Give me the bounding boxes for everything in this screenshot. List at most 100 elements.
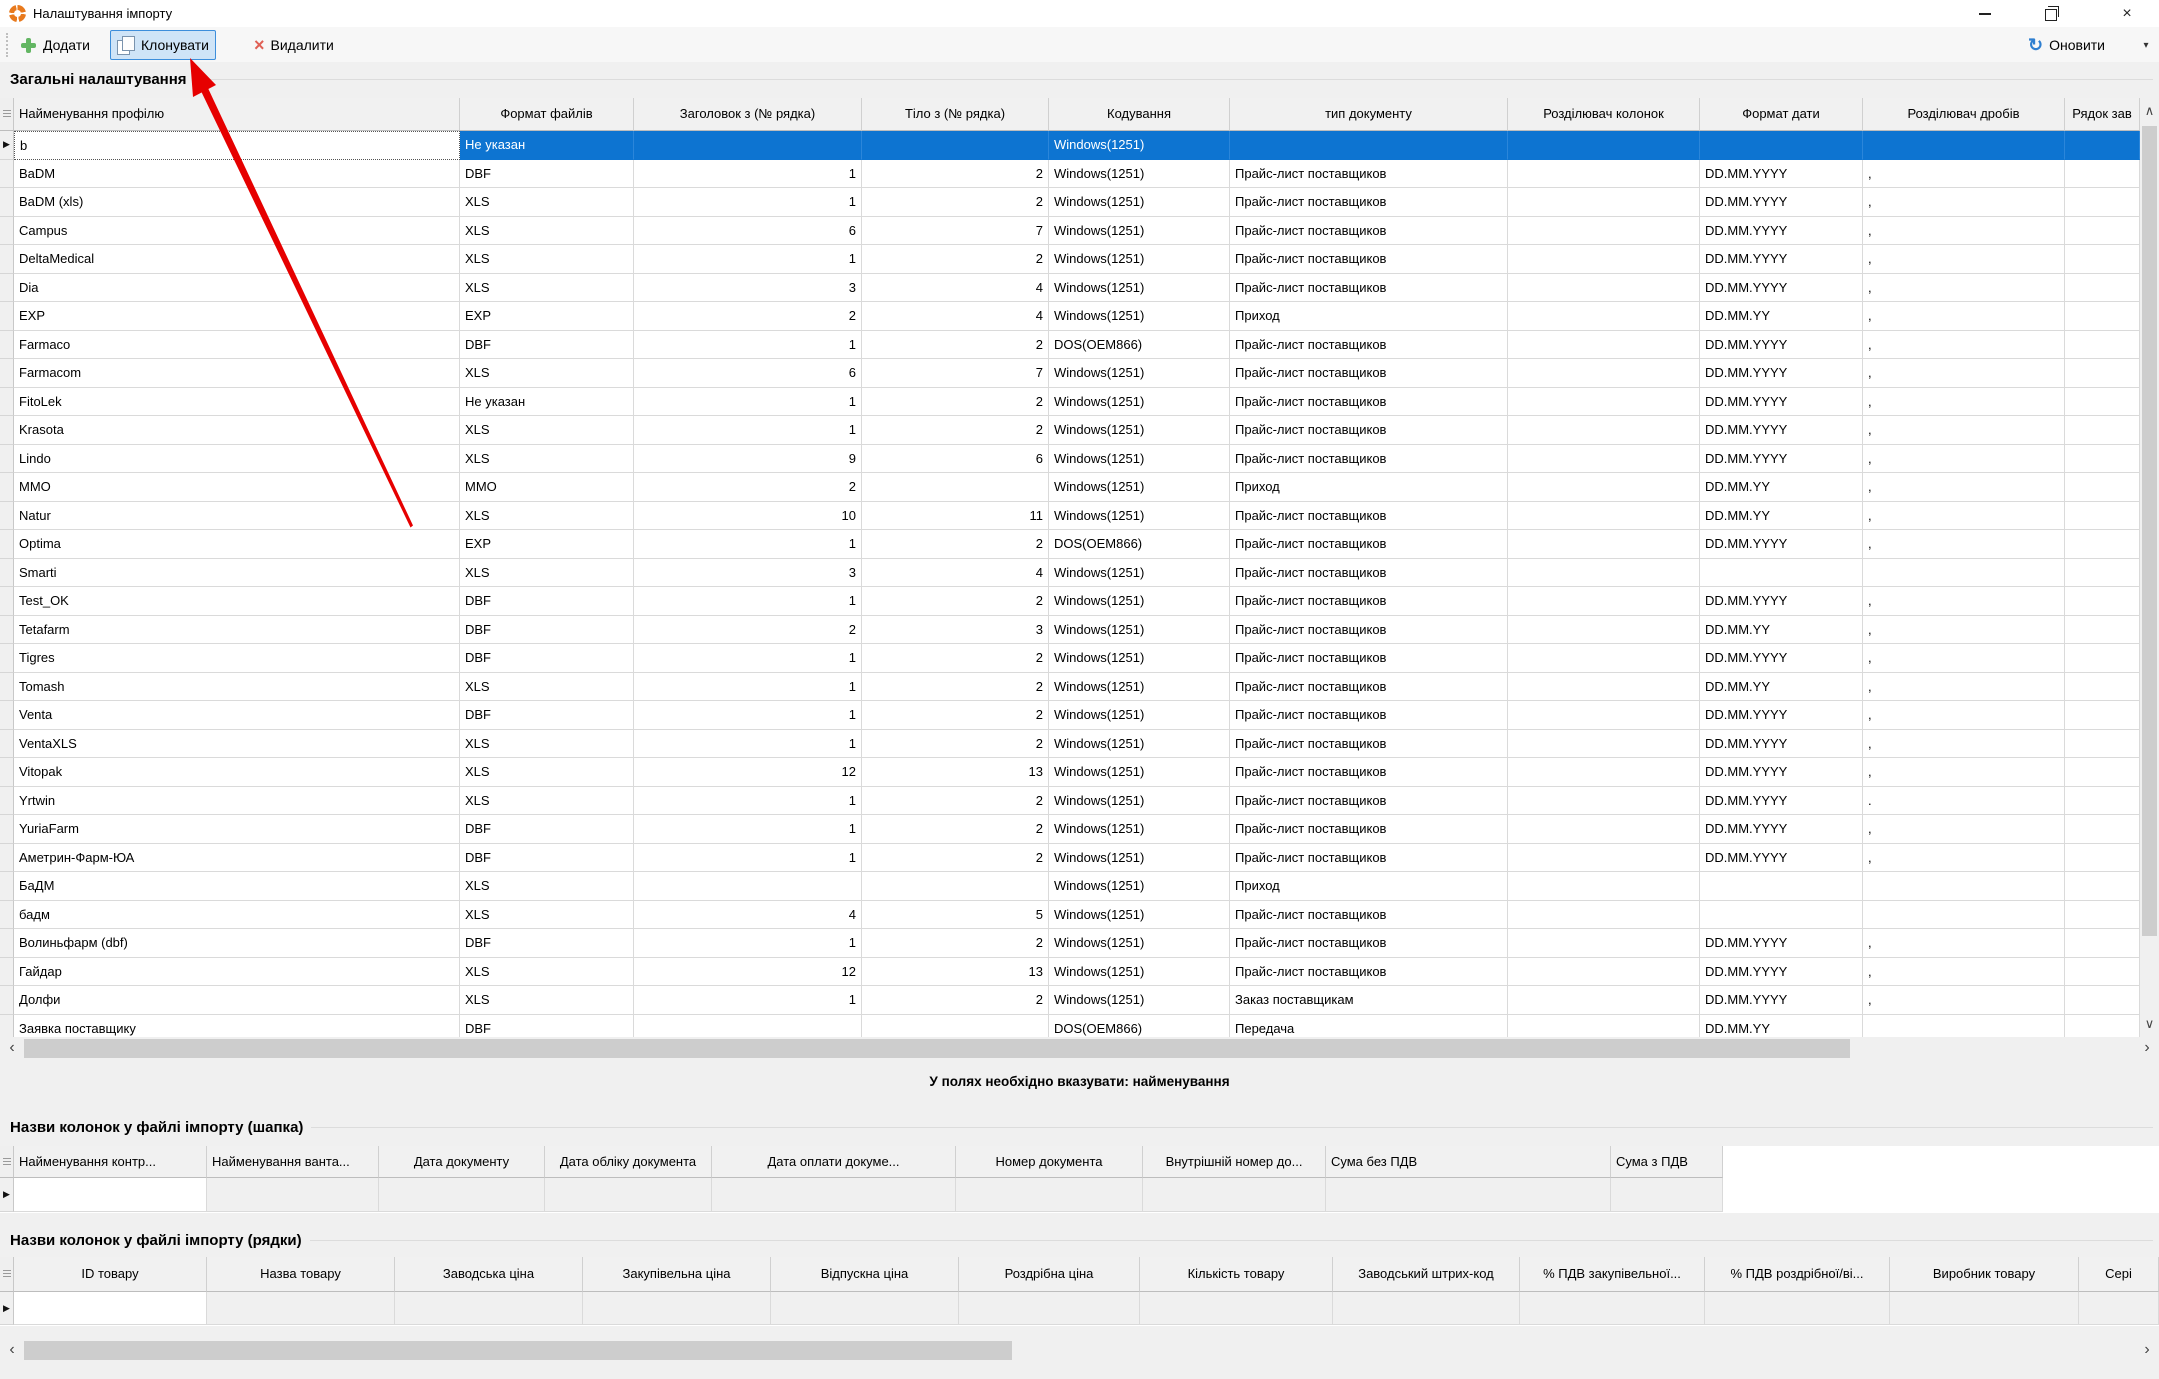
cell-date-format[interactable]: DD.MM.YYYY bbox=[1700, 587, 1863, 616]
cell-name[interactable]: FitoLek bbox=[14, 387, 460, 416]
table-row[interactable]: бадм XLS 4 5 Windows(1251) Прайс-лист поставщ… bbox=[0, 900, 2140, 929]
cell-date-format[interactable]: DD.MM.YY bbox=[1700, 672, 1863, 701]
cell-row-end[interactable] bbox=[2065, 872, 2140, 901]
row-header[interactable] bbox=[0, 558, 14, 587]
cell-date-format[interactable]: DD.MM.YYYY bbox=[1700, 416, 1863, 445]
table-row[interactable]: Optima EXP 1 2 DOS(OEM866) Прайс-лист поставщ… bbox=[0, 530, 2140, 559]
cell-encoding[interactable]: Windows(1251) bbox=[1049, 302, 1230, 331]
cell-name[interactable]: Tetafarm bbox=[14, 615, 460, 644]
row-header[interactable] bbox=[0, 273, 14, 302]
cell-doc-type[interactable]: Прайс-лист поставщиков bbox=[1230, 786, 1508, 815]
cell-date-format[interactable]: DD.MM.YYYY bbox=[1700, 188, 1863, 217]
cell-body-row-num[interactable]: 2 bbox=[862, 530, 1049, 559]
cell-file-format[interactable]: XLS bbox=[460, 957, 634, 986]
cell-encoding[interactable]: Windows(1251) bbox=[1049, 843, 1230, 872]
cell-encoding[interactable]: Windows(1251) bbox=[1049, 416, 1230, 445]
row-header[interactable] bbox=[0, 159, 14, 188]
table-row[interactable]: BaDM DBF 1 2 Windows(1251) Прайс-лист поставщ… bbox=[0, 159, 2140, 188]
scroll-right-icon[interactable]: › bbox=[2137, 1037, 2157, 1060]
cell-name[interactable]: Farmaco bbox=[14, 330, 460, 359]
cell-body-row-num[interactable]: 4 bbox=[862, 558, 1049, 587]
cell-encoding[interactable]: Windows(1251) bbox=[1049, 558, 1230, 587]
cell-encoding[interactable]: Windows(1251) bbox=[1049, 729, 1230, 758]
rows-grid-empty-cell[interactable] bbox=[1890, 1292, 2079, 1325]
cell-date-format[interactable]: DD.MM.YY bbox=[1700, 615, 1863, 644]
cell-doc-type[interactable]: Заказ поставщикам bbox=[1230, 986, 1508, 1015]
row-header[interactable] bbox=[0, 644, 14, 673]
cell-file-format[interactable]: DBF bbox=[460, 929, 634, 958]
table-row[interactable]: Аметрин-Фарм-ЮА DBF 1 2 Windows(1251) Прайс-л… bbox=[0, 843, 2140, 872]
cell-encoding[interactable]: DOS(OEM866) bbox=[1049, 1014, 1230, 1037]
cell-name[interactable]: DeltaMedical bbox=[14, 245, 460, 274]
cell-name[interactable]: BaDM bbox=[14, 159, 460, 188]
cell-header-row-num[interactable]: 1 bbox=[634, 815, 862, 844]
cell-date-format[interactable]: DD.MM.YYYY bbox=[1700, 359, 1863, 388]
cell-file-format[interactable]: DBF bbox=[460, 159, 634, 188]
cell-encoding[interactable]: Windows(1251) bbox=[1049, 216, 1230, 245]
cell-doc-type[interactable]: Прайс-лист поставщиков bbox=[1230, 530, 1508, 559]
cell-date-format[interactable]: DD.MM.YYYY bbox=[1700, 159, 1863, 188]
cell-doc-type[interactable]: Передача bbox=[1230, 1014, 1508, 1037]
header-grid-column-header[interactable]: Сума без ПДВ bbox=[1326, 1146, 1611, 1178]
cell-date-format[interactable] bbox=[1700, 131, 1863, 160]
cell-file-format[interactable]: XLS bbox=[460, 786, 634, 815]
table-row[interactable]: YuriaFarm DBF 1 2 Windows(1251) Прайс-лист по… bbox=[0, 815, 2140, 844]
cell-header-row-num[interactable] bbox=[634, 131, 862, 160]
table-row[interactable]: Smarti XLS 3 4 Windows(1251) Прайс-лист поста… bbox=[0, 558, 2140, 587]
cell-encoding[interactable]: Windows(1251) bbox=[1049, 159, 1230, 188]
cell-row-end[interactable] bbox=[2065, 615, 2140, 644]
cell-row-end[interactable] bbox=[2065, 644, 2140, 673]
cell-date-format[interactable]: DD.MM.YYYY bbox=[1700, 957, 1863, 986]
cell-file-format[interactable]: DBF bbox=[460, 330, 634, 359]
scroll-right-icon[interactable]: › bbox=[2137, 1339, 2157, 1362]
cell-name[interactable]: Tomash bbox=[14, 672, 460, 701]
header-grid-column-header[interactable]: Найменування контр... bbox=[14, 1146, 207, 1178]
cell-doc-type[interactable]: Прайс-лист поставщиков bbox=[1230, 929, 1508, 958]
table-row[interactable]: Долфи XLS 1 2 Windows(1251) Заказ поставщикам… bbox=[0, 986, 2140, 1015]
cell-file-format[interactable]: DBF bbox=[460, 587, 634, 616]
cell-doc-type[interactable]: Прайс-лист поставщиков bbox=[1230, 359, 1508, 388]
cell-doc-type[interactable]: Прайс-лист поставщиков bbox=[1230, 416, 1508, 445]
cell-doc-type[interactable]: Прайс-лист поставщиков bbox=[1230, 273, 1508, 302]
cell-encoding[interactable]: Windows(1251) bbox=[1049, 786, 1230, 815]
rows-grid-column-header[interactable]: Заводський штрих-код bbox=[1333, 1257, 1520, 1292]
cell-date-format[interactable]: DD.MM.YYYY bbox=[1700, 815, 1863, 844]
cell-body-row-num[interactable]: 2 bbox=[862, 159, 1049, 188]
cell-encoding[interactable]: Windows(1251) bbox=[1049, 615, 1230, 644]
cell-column-separator[interactable] bbox=[1508, 416, 1700, 445]
cell-row-end[interactable] bbox=[2065, 843, 2140, 872]
cell-name[interactable]: Venta bbox=[14, 701, 460, 730]
cell-column-separator[interactable] bbox=[1508, 929, 1700, 958]
horizontal-scroll-thumb[interactable] bbox=[24, 1341, 1012, 1360]
table-row[interactable]: Tetafarm DBF 2 3 Windows(1251) Прайс-лист пос… bbox=[0, 615, 2140, 644]
cell-fraction-separator[interactable]: , bbox=[1863, 416, 2065, 445]
cell-doc-type[interactable]: Прайс-лист поставщиков bbox=[1230, 843, 1508, 872]
current-row-marker-icon[interactable]: ▶ bbox=[0, 131, 14, 160]
cell-date-format[interactable] bbox=[1700, 558, 1863, 587]
cell-column-separator[interactable] bbox=[1508, 387, 1700, 416]
row-header[interactable] bbox=[0, 786, 14, 815]
cell-encoding[interactable]: DOS(OEM866) bbox=[1049, 330, 1230, 359]
cell-fraction-separator[interactable] bbox=[1863, 558, 2065, 587]
cell-row-end[interactable] bbox=[2065, 1014, 2140, 1037]
restore-button[interactable] bbox=[2028, 0, 2074, 27]
cell-row-end[interactable] bbox=[2065, 330, 2140, 359]
cell-row-end[interactable] bbox=[2065, 957, 2140, 986]
cell-column-separator[interactable] bbox=[1508, 701, 1700, 730]
rows-grid-empty-cell[interactable] bbox=[583, 1292, 771, 1325]
cell-file-format[interactable]: XLS bbox=[460, 245, 634, 274]
header-grid-empty-cell[interactable] bbox=[712, 1178, 956, 1212]
cell-column-separator[interactable] bbox=[1508, 843, 1700, 872]
rows-grid-column-header[interactable]: Відпускна ціна bbox=[771, 1257, 959, 1292]
header-grid-empty-cell[interactable] bbox=[379, 1178, 545, 1212]
row-header[interactable] bbox=[0, 672, 14, 701]
cell-column-separator[interactable] bbox=[1508, 615, 1700, 644]
cell-name[interactable]: Optima bbox=[14, 530, 460, 559]
cell-column-separator[interactable] bbox=[1508, 330, 1700, 359]
cell-body-row-num[interactable] bbox=[862, 872, 1049, 901]
rows-grid-empty-cell[interactable] bbox=[207, 1292, 395, 1325]
row-header[interactable] bbox=[0, 444, 14, 473]
clone-button[interactable]: Клонувати bbox=[110, 30, 216, 60]
row-header[interactable] bbox=[0, 416, 14, 445]
cell-encoding[interactable]: Windows(1251) bbox=[1049, 957, 1230, 986]
